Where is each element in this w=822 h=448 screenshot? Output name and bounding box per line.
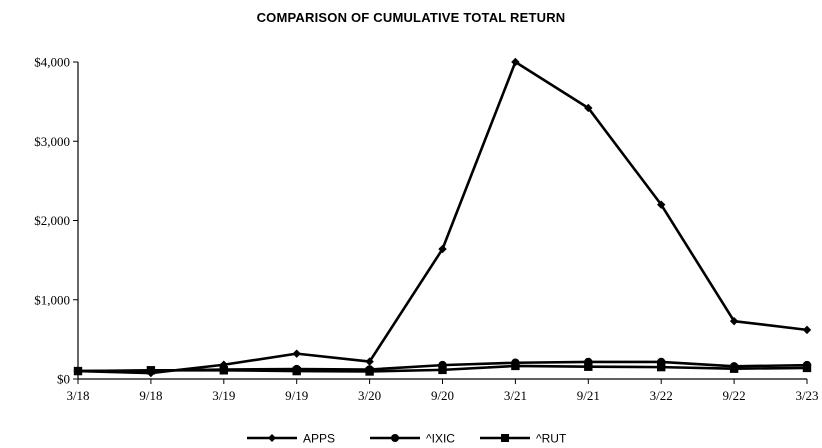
data-point-apps <box>293 349 301 357</box>
data-point-rut <box>511 362 519 370</box>
legend-item-rut: ^RUT <box>480 432 567 446</box>
x-tick-label: 3/22 <box>650 388 673 403</box>
legend-label-apps: APPS <box>303 432 335 446</box>
series-lines <box>74 58 811 377</box>
legend-marker-rut <box>501 434 509 442</box>
legend-label-rut: ^RUT <box>536 432 567 446</box>
x-tick-label: 9/18 <box>139 388 162 403</box>
data-point-rut <box>803 364 811 372</box>
x-tick-label: 9/19 <box>285 388 308 403</box>
y-tick-label: $1,000 <box>34 292 70 307</box>
data-point-rut <box>730 364 738 372</box>
x-tick-label: 3/19 <box>212 388 235 403</box>
y-tick-label: $4,000 <box>34 55 70 70</box>
series-apps <box>74 58 811 377</box>
legend-marker-apps <box>268 434 276 442</box>
legend-item-apps: APPS <box>247 432 335 446</box>
data-point-rut <box>220 366 228 374</box>
data-point-rut <box>657 363 665 371</box>
series-line-apps <box>78 62 807 373</box>
x-tick-label: 9/20 <box>431 388 454 403</box>
x-tick-label: 3/23 <box>795 388 818 403</box>
data-point-rut <box>74 367 82 375</box>
chart-axes <box>78 62 807 379</box>
x-tick-label: 9/22 <box>723 388 746 403</box>
x-tick-label: 3/21 <box>504 388 527 403</box>
x-axis-ticks: 3/18 9/18 3/19 9/19 3/20 9/20 3/21 9/21 3/22 9/22… <box>66 379 818 403</box>
data-point-apps <box>803 326 811 334</box>
data-point-rut <box>365 367 373 375</box>
legend-label-ixic: ^IXIC <box>426 432 455 446</box>
data-point-rut <box>584 363 592 371</box>
legend-item-ixic: ^IXIC <box>370 432 455 446</box>
data-point-rut <box>293 367 301 375</box>
x-tick-label: 3/20 <box>358 388 381 403</box>
legend-marker-ixic <box>391 434 399 442</box>
x-tick-label: 9/21 <box>577 388 600 403</box>
y-axis-ticks: $0 $1,000 $2,000 $3,000 $4,000 <box>34 55 78 387</box>
legend: APPS ^IXIC ^RUT <box>247 432 567 446</box>
y-tick-label: $3,000 <box>34 134 70 149</box>
data-point-rut <box>438 366 446 374</box>
data-point-rut <box>147 366 155 374</box>
y-tick-label: $2,000 <box>34 213 70 228</box>
y-tick-label: $0 <box>57 372 70 387</box>
x-tick-label: 3/18 <box>66 388 89 403</box>
